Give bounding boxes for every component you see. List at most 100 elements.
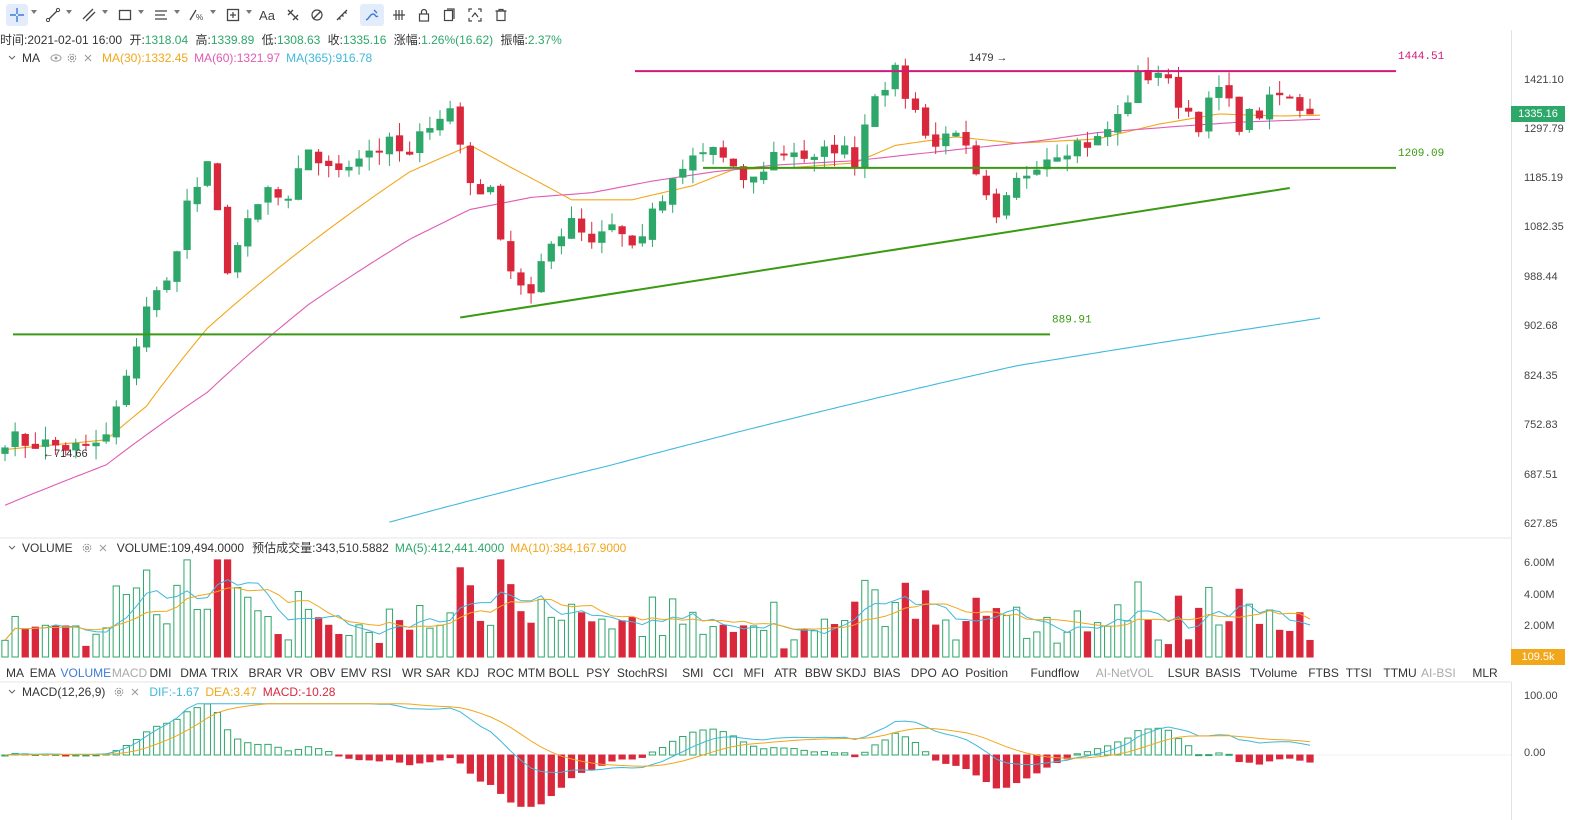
candle-body <box>588 233 596 243</box>
indicator-tab-trix[interactable]: TRIX <box>210 666 239 680</box>
multiline-icon[interactable] <box>78 4 100 26</box>
price-axis[interactable]: 1421.10 1297.79 1185.19 1082.35 988.44 9… <box>1511 30 1587 538</box>
indicator-tab-skdj[interactable]: SKDJ <box>835 666 867 680</box>
rectangle-icon[interactable] <box>114 4 136 26</box>
chevron-down-icon[interactable] <box>6 52 18 64</box>
indicator-tab-psy[interactable]: PSY <box>586 666 611 680</box>
volume-bar <box>1073 610 1081 658</box>
close-icon[interactable] <box>82 52 94 64</box>
gear-icon[interactable] <box>66 52 78 64</box>
candle-body <box>163 280 171 290</box>
indicator-tab-boll[interactable]: BOLL <box>548 666 580 680</box>
indicator-tab-volume[interactable]: VOLUME <box>60 666 112 680</box>
chart-canvas[interactable]: 1444.51 1209.09 889.91 1479 → ←714.66 <box>0 0 1511 820</box>
snapshot-icon[interactable] <box>464 4 486 26</box>
chevron-down-icon[interactable] <box>31 10 37 14</box>
volume-bar <box>476 620 485 658</box>
layers-icon[interactable] <box>438 4 460 26</box>
gear-icon[interactable] <box>113 686 125 698</box>
macd-histogram-bar <box>466 754 474 774</box>
indicator-tab-mfi[interactable]: MFI <box>743 666 765 680</box>
macd-histogram-bar <box>820 751 829 756</box>
trendline-icon[interactable] <box>42 4 64 26</box>
chevron-down-icon[interactable] <box>66 10 72 14</box>
indicator-tab-ttsi[interactable]: TTSI <box>1345 666 1372 680</box>
indicator-tab-obv[interactable]: OBV <box>309 666 336 680</box>
lock-icon[interactable] <box>413 4 435 26</box>
indicator-tab-macd[interactable]: MACD <box>111 666 148 680</box>
indicator-tab-tvolume[interactable]: TVolume <box>1249 666 1298 680</box>
chevron-down-icon[interactable] <box>102 10 108 14</box>
indicator-tab-dmi[interactable]: DMI <box>149 666 172 680</box>
indicator-tab-lsur[interactable]: LSUR <box>1167 666 1200 680</box>
indicator-tab-dma[interactable]: DMA <box>180 666 207 680</box>
chevron-down-icon[interactable] <box>174 10 180 14</box>
indicator-tab-rsi[interactable]: RSI <box>371 666 392 680</box>
parallel-lines-icon[interactable] <box>150 4 172 26</box>
indicator-tab-mtm[interactable]: MTM <box>517 666 546 680</box>
measure-icon[interactable] <box>222 4 244 26</box>
volume-bar <box>952 639 960 658</box>
volume-bar <box>1002 615 1011 658</box>
indicator-tab-basis[interactable]: BASIS <box>1205 666 1241 680</box>
indicator-tab-ai-netvol[interactable]: AI-NetVOL <box>1095 666 1154 680</box>
volume-bar <box>557 619 566 658</box>
indicator-tab-fundflow[interactable]: Fundflow <box>1030 666 1080 680</box>
volume-bar <box>406 629 414 658</box>
indicator-tab-smi[interactable]: SMI <box>682 666 704 680</box>
indicator-tab-cci[interactable]: CCI <box>712 666 734 680</box>
chevron-down-icon[interactable] <box>6 542 18 554</box>
indicator-tab-mlr[interactable]: MLR <box>1472 666 1498 680</box>
indicator-tab-kdj[interactable]: KDJ <box>456 666 480 680</box>
close-icon[interactable] <box>97 542 109 554</box>
macd-histogram-bar <box>739 741 748 756</box>
indicator-tab-emv[interactable]: EMV <box>340 666 367 680</box>
chevron-down-icon[interactable] <box>138 10 144 14</box>
volume-bar <box>932 624 940 658</box>
fib-icon[interactable]: % <box>186 4 208 26</box>
text-icon[interactable]: Aa <box>259 7 275 23</box>
trash-icon[interactable] <box>490 4 512 26</box>
low-label: 低: <box>261 33 277 47</box>
magnet-icon[interactable] <box>306 4 328 26</box>
chevron-down-icon[interactable] <box>6 686 18 698</box>
chevron-down-icon[interactable] <box>246 10 252 14</box>
indicator-tab-vr[interactable]: VR <box>286 666 303 680</box>
eye-icon[interactable] <box>50 52 62 64</box>
macd-histogram-bar <box>436 754 444 761</box>
draw-mode-icon[interactable] <box>360 4 384 26</box>
macd-histogram-bar <box>1255 754 1264 765</box>
pattern-icon[interactable] <box>282 4 304 26</box>
candle-body <box>1012 177 1021 198</box>
close-icon[interactable] <box>129 686 141 698</box>
indicator-tab-wr[interactable]: WR <box>402 666 422 680</box>
indicator-tab-position[interactable]: Position <box>965 666 1008 680</box>
indicator-tab-bias[interactable]: BIAS <box>873 666 901 680</box>
indicator-tab-brar[interactable]: BRAR <box>248 666 282 680</box>
ruler-icon[interactable] <box>331 4 353 26</box>
candle-body <box>871 96 879 127</box>
crosshair-icon[interactable] <box>6 4 28 26</box>
indicator-tab-dpo[interactable]: DPO <box>910 666 937 680</box>
indicator-tab-sar[interactable]: SAR <box>425 666 451 680</box>
indicator-tab-ai-bsi[interactable]: AI-BSI <box>1421 666 1456 680</box>
macd-axis[interactable]: 100.00 0.00 <box>1511 682 1587 820</box>
indicator-tab-atr[interactable]: ATR <box>774 666 798 680</box>
volume-axis[interactable]: 6.00M 4.00M 2.00M <box>1511 538 1587 664</box>
indicator-tab-roc[interactable]: ROC <box>487 666 514 680</box>
indicator-tab-stochrsi[interactable]: StochRSI <box>616 666 668 680</box>
macd-histogram-bar <box>456 754 464 764</box>
indicator-tab-ma[interactable]: MA <box>6 666 24 680</box>
indicator-tab-ftbs[interactable]: FTBS <box>1308 666 1339 680</box>
chevron-down-icon[interactable] <box>210 10 216 14</box>
indicator-tab-ao[interactable]: AO <box>941 666 959 680</box>
indicator-tab-ema[interactable]: EMA <box>29 666 56 680</box>
volume-bar <box>567 603 576 658</box>
candle-body <box>830 144 839 154</box>
candle-body <box>375 150 383 153</box>
gear-icon[interactable] <box>81 542 93 554</box>
macd-histogram-bar <box>1306 754 1314 763</box>
indicator-tab-bbw[interactable]: BBW <box>804 666 833 680</box>
indicator-tab-ttmu[interactable]: TTMU <box>1383 666 1417 680</box>
grid-icon[interactable] <box>388 4 410 26</box>
